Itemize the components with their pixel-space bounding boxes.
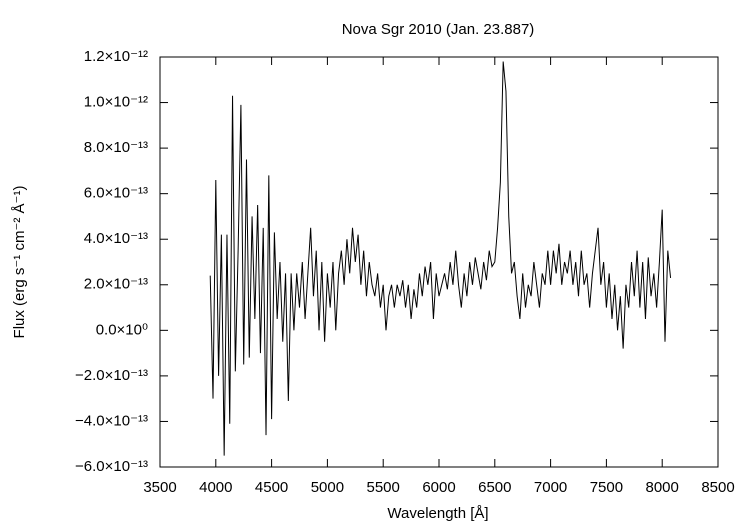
x-axis-label: Wavelength [Å] xyxy=(387,505,488,522)
x-tick-label: 8500 xyxy=(701,479,734,496)
y-axis-label: Flux (erg s⁻¹ cm⁻² Å⁻¹) xyxy=(11,186,28,339)
y-tick-label: 4.0×10⁻¹³ xyxy=(84,230,148,247)
x-tick-label: 6500 xyxy=(478,479,511,496)
y-tick-label: −6.0×10⁻¹³ xyxy=(75,458,148,475)
x-tick-label: 5000 xyxy=(311,479,344,496)
x-tick-label: 7500 xyxy=(590,479,623,496)
x-tick-label: 4500 xyxy=(255,479,288,496)
x-tick-label: 6000 xyxy=(422,479,455,496)
y-tick-label: 6.0×10⁻¹³ xyxy=(84,185,148,202)
x-tick-label: 8000 xyxy=(646,479,679,496)
x-tick-label: 7000 xyxy=(534,479,567,496)
y-tick-label: 2.0×10⁻¹³ xyxy=(84,276,148,293)
spectrum-line xyxy=(209,61,672,456)
y-tick-label: 8.0×10⁻¹³ xyxy=(84,139,148,156)
y-tick-label: 1.0×10⁻¹² xyxy=(84,94,148,111)
y-tick-label: −2.0×10⁻¹³ xyxy=(75,367,148,384)
x-tick-label: 4000 xyxy=(199,479,232,496)
x-tick-label: 3500 xyxy=(143,479,176,496)
y-tick-label: 0.0×10⁰ xyxy=(96,321,148,338)
y-tick-label: 1.2×10⁻¹² xyxy=(84,48,148,65)
y-tick-label: −4.0×10⁻¹³ xyxy=(75,412,148,429)
x-tick-label: 5500 xyxy=(367,479,400,496)
chart-title: Nova Sgr 2010 (Jan. 23.887) xyxy=(342,21,535,38)
plot-frame xyxy=(159,56,719,468)
